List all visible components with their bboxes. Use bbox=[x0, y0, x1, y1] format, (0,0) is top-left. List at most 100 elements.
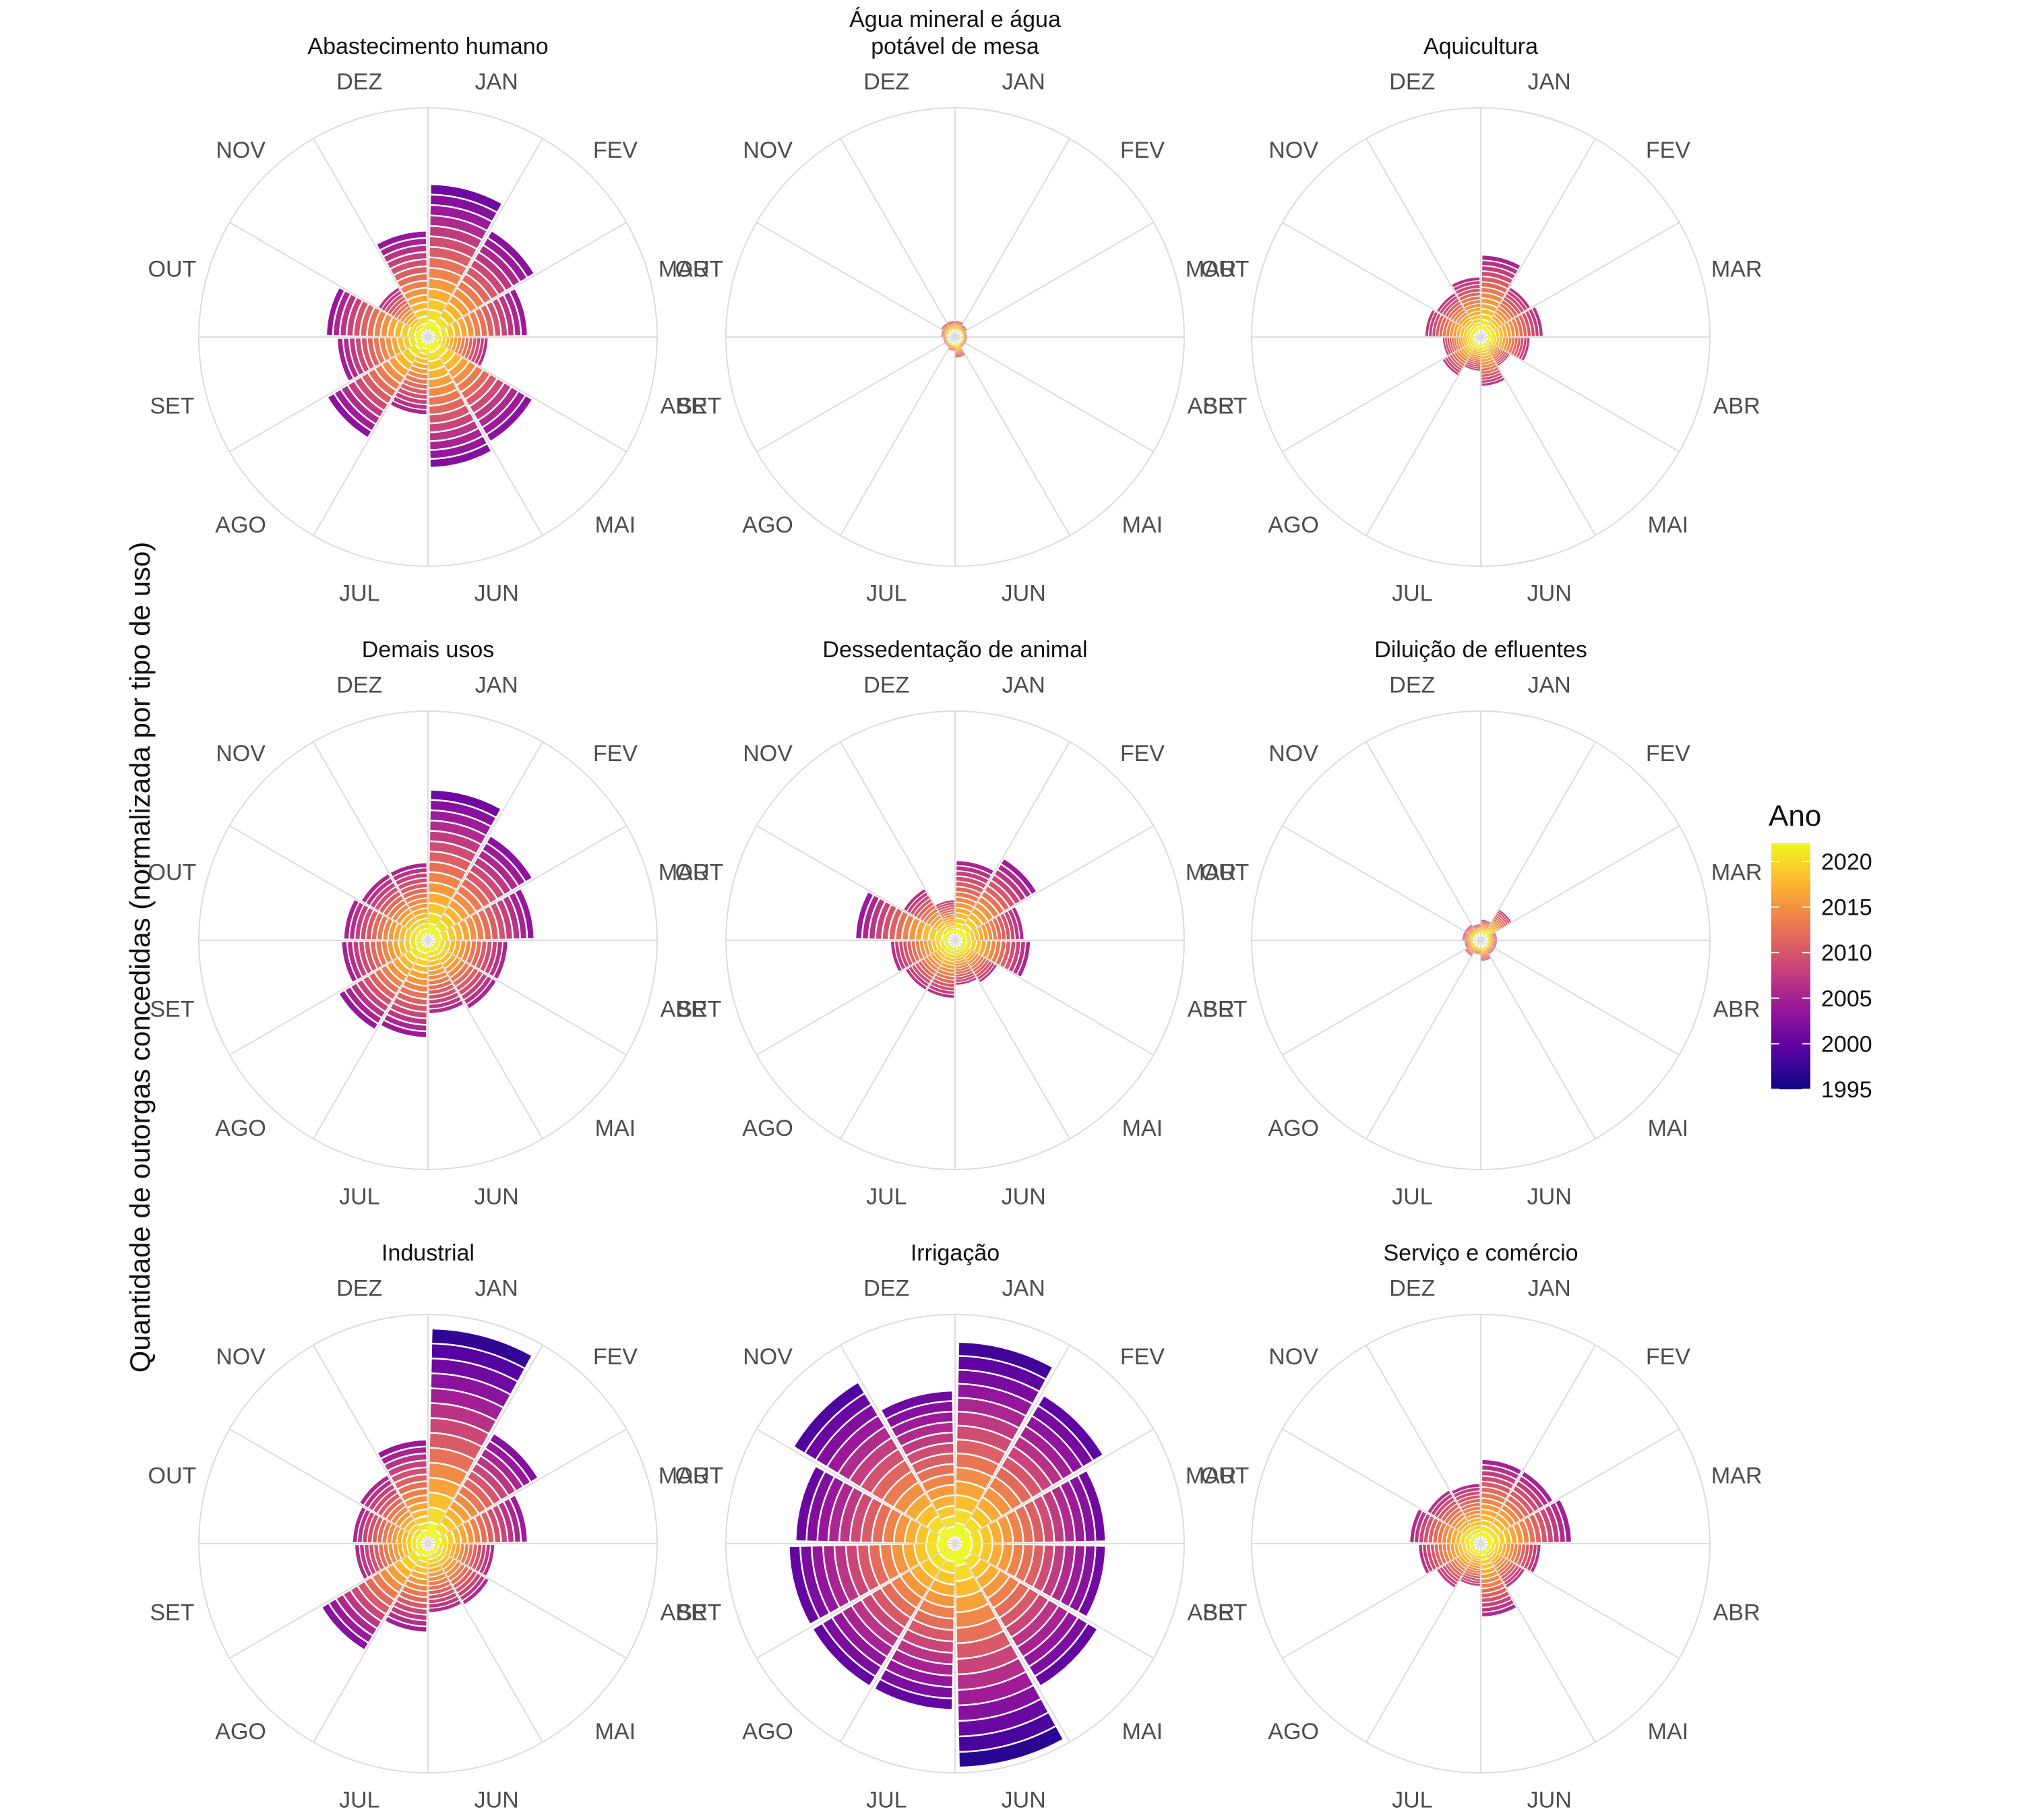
bar-segment bbox=[958, 1370, 1039, 1403]
month-label-jan: JAN bbox=[1002, 672, 1045, 698]
bar-segment bbox=[1468, 1518, 1481, 1524]
bar-segment bbox=[494, 942, 508, 979]
bar-segment bbox=[394, 1560, 411, 1577]
bar-jul bbox=[381, 946, 428, 1037]
bar-segment bbox=[795, 1383, 864, 1453]
month-label-mai: MAI bbox=[1648, 1719, 1688, 1745]
bar-segment bbox=[1504, 1544, 1510, 1558]
bar-segment bbox=[941, 912, 955, 917]
bar-segment bbox=[994, 1583, 1029, 1617]
bar-segment bbox=[444, 337, 450, 348]
bar-segment bbox=[402, 1544, 409, 1556]
bar-dez bbox=[1473, 924, 1481, 934]
bar-segment bbox=[1473, 1529, 1481, 1534]
bar-segment bbox=[1431, 1494, 1452, 1515]
bar-segment bbox=[1472, 932, 1477, 936]
bar-segment bbox=[1467, 323, 1474, 330]
bar-segment bbox=[1493, 349, 1503, 359]
bar-segment bbox=[1469, 947, 1474, 952]
bar-segment bbox=[429, 1573, 446, 1581]
bar-segment bbox=[840, 1488, 863, 1542]
bar-segment bbox=[896, 1422, 953, 1446]
panel-title: Dessedentação de animal bbox=[822, 637, 1087, 663]
bar-segment bbox=[1461, 296, 1480, 304]
bar-segment bbox=[856, 892, 873, 939]
bar-out bbox=[1462, 931, 1475, 940]
bar-segment bbox=[1485, 342, 1490, 346]
bar-segment bbox=[945, 337, 947, 342]
bar-segment bbox=[498, 1502, 514, 1542]
polar-grid bbox=[725, 1314, 1185, 1773]
bar-segment bbox=[1468, 940, 1471, 946]
bar-segment bbox=[1456, 1531, 1463, 1544]
bar-segment bbox=[1550, 1503, 1565, 1542]
bar-segment bbox=[1484, 328, 1490, 334]
bar-segment bbox=[967, 952, 977, 962]
bar-segment bbox=[1525, 311, 1535, 336]
bar-segment bbox=[1441, 1504, 1459, 1521]
bar-segment bbox=[1481, 1583, 1504, 1593]
bar-segment bbox=[431, 944, 438, 950]
bar-segment bbox=[1493, 940, 1496, 948]
bar-mar bbox=[434, 889, 534, 940]
grid-spoke bbox=[954, 1543, 1154, 1659]
bar-segment bbox=[377, 916, 388, 940]
bar-segment bbox=[1464, 1552, 1472, 1560]
bar-dez bbox=[377, 231, 428, 331]
bar-segment bbox=[995, 941, 1006, 965]
bar-segment bbox=[449, 900, 468, 919]
month-label-nov: NOV bbox=[1268, 741, 1318, 766]
bar-segment bbox=[1469, 928, 1474, 934]
bar-segment bbox=[417, 1538, 422, 1544]
bar-segment bbox=[356, 338, 369, 372]
bar-abr bbox=[961, 337, 967, 343]
bar-segment bbox=[946, 328, 950, 332]
bar-segment bbox=[956, 1482, 985, 1500]
bar-segment bbox=[936, 972, 954, 980]
bar-segment bbox=[946, 342, 950, 346]
bar-segment bbox=[475, 941, 487, 969]
bar-segment bbox=[490, 1434, 537, 1482]
bar-mai bbox=[958, 944, 997, 982]
bar-segment bbox=[381, 291, 402, 311]
bar-segment bbox=[960, 342, 964, 346]
bar-segment bbox=[1481, 354, 1492, 359]
bar-segment bbox=[958, 1356, 1045, 1391]
bar-segment bbox=[463, 315, 474, 336]
bar-fev bbox=[431, 837, 532, 937]
bar-segment bbox=[944, 919, 955, 923]
bar-segment bbox=[1012, 1600, 1058, 1646]
bar-segment bbox=[1006, 1544, 1023, 1577]
bar-segment bbox=[1507, 291, 1527, 311]
grid-spoke bbox=[954, 1345, 1070, 1544]
bar-segment bbox=[955, 328, 960, 330]
bar-segment bbox=[430, 1433, 481, 1459]
bar-segment bbox=[1482, 255, 1521, 270]
bar-segment bbox=[911, 1565, 933, 1588]
bar-segment bbox=[962, 924, 971, 934]
bar-segment bbox=[998, 865, 1031, 897]
bar-segment bbox=[1498, 1560, 1511, 1574]
bar-segment bbox=[964, 1553, 980, 1569]
bar-segment bbox=[1486, 1549, 1492, 1555]
bar-segment bbox=[1496, 1558, 1508, 1571]
month-label-abr: ABR bbox=[1713, 997, 1760, 1023]
bar-segment bbox=[949, 324, 955, 327]
bar-segment bbox=[1471, 946, 1475, 950]
bar-segment bbox=[1482, 1471, 1516, 1484]
bar-segment bbox=[1487, 946, 1492, 951]
bar-segment bbox=[891, 1577, 922, 1608]
bar-segment bbox=[886, 1660, 952, 1687]
bar-segment bbox=[487, 302, 501, 336]
bar-segment bbox=[823, 1618, 881, 1676]
bar-segment bbox=[801, 1546, 829, 1618]
bar-segment bbox=[956, 973, 974, 979]
bar-segment bbox=[369, 369, 396, 396]
grid-spoke bbox=[229, 222, 429, 338]
bar-segment bbox=[456, 1571, 477, 1593]
bar-segment bbox=[909, 967, 929, 987]
bar-segment bbox=[416, 340, 425, 349]
bar-segment bbox=[1466, 940, 1469, 948]
bar-jun bbox=[428, 946, 463, 1013]
bar-segment bbox=[466, 267, 498, 299]
